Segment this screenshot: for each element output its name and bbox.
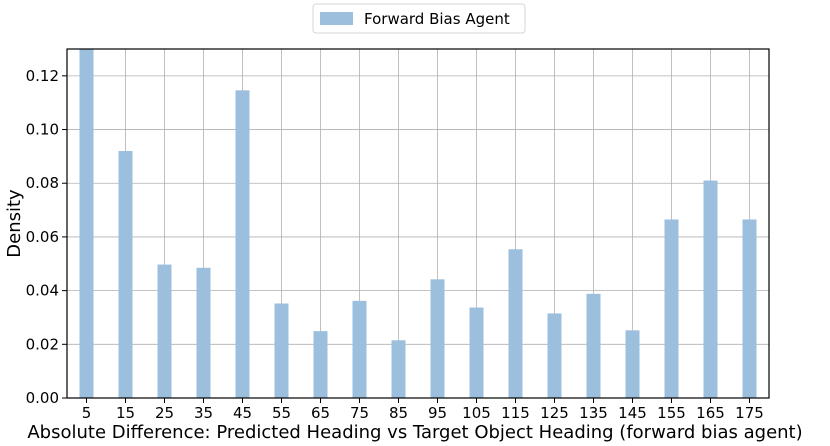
x-tick-label: 75 bbox=[350, 404, 369, 422]
bar bbox=[352, 300, 367, 398]
x-tick-label: 5 bbox=[82, 404, 92, 422]
legend-box bbox=[312, 3, 526, 34]
x-tick-label: 15 bbox=[116, 404, 135, 422]
x-tick-label: 25 bbox=[155, 404, 174, 422]
y-tick-label: 0.08 bbox=[26, 174, 59, 192]
bar bbox=[391, 340, 406, 398]
y-tick-label: 0.06 bbox=[26, 228, 59, 246]
bar bbox=[469, 307, 484, 398]
x-tick-label: 35 bbox=[194, 404, 213, 422]
x-tick-label: 115 bbox=[501, 404, 530, 422]
y-tick-label: 0.04 bbox=[26, 282, 59, 300]
bar bbox=[625, 330, 640, 398]
legend-swatch bbox=[320, 12, 353, 25]
plot-frame bbox=[66, 48, 770, 399]
legend-label: Forward Bias Agent bbox=[364, 10, 510, 28]
bar bbox=[313, 331, 328, 398]
bar bbox=[586, 293, 601, 398]
bar bbox=[703, 180, 718, 398]
bar bbox=[508, 249, 523, 398]
bar bbox=[664, 219, 679, 398]
y-tick-label: 0.12 bbox=[26, 67, 59, 85]
x-tick-label: 95 bbox=[428, 404, 447, 422]
x-tick-label: 45 bbox=[233, 404, 252, 422]
x-tick-label: 165 bbox=[696, 404, 725, 422]
grid-lines bbox=[67, 49, 769, 399]
x-axis: 5 15 25 35 45 55 65 75 85 95 105 115 125 135 145 155 165… bbox=[82, 398, 764, 422]
bar bbox=[742, 219, 757, 398]
y-tick-label: 0.10 bbox=[26, 121, 59, 139]
bar bbox=[196, 267, 211, 398]
bar bbox=[274, 303, 289, 398]
x-tick-label: 105 bbox=[462, 404, 491, 422]
x-tick-label: 85 bbox=[389, 404, 408, 422]
x-tick-label: 175 bbox=[735, 404, 764, 422]
y-axis-title: Density bbox=[4, 189, 25, 258]
bar bbox=[547, 313, 562, 398]
x-tick-label: 135 bbox=[579, 404, 608, 422]
x-tick-label: 145 bbox=[618, 404, 647, 422]
y-tick-label: 0.02 bbox=[26, 335, 59, 353]
x-tick-label: 65 bbox=[311, 404, 330, 422]
x-tick-label: 155 bbox=[657, 404, 686, 422]
bar bbox=[79, 49, 94, 398]
x-axis-title: Absolute Difference: Predicted Heading v… bbox=[27, 422, 802, 443]
y-tick-label: 0.00 bbox=[26, 389, 59, 407]
bar bbox=[430, 279, 445, 398]
bar bbox=[118, 151, 133, 398]
x-tick-label: 55 bbox=[272, 404, 291, 422]
bar bbox=[157, 264, 172, 398]
bar-series bbox=[79, 49, 757, 398]
bar bbox=[235, 90, 250, 398]
legend: Forward Bias Agent bbox=[312, 3, 526, 34]
x-tick-label: 125 bbox=[540, 404, 569, 422]
y-axis: 0.00 0.02 0.04 0.06 0.08 0.10 0.12 bbox=[26, 67, 67, 407]
